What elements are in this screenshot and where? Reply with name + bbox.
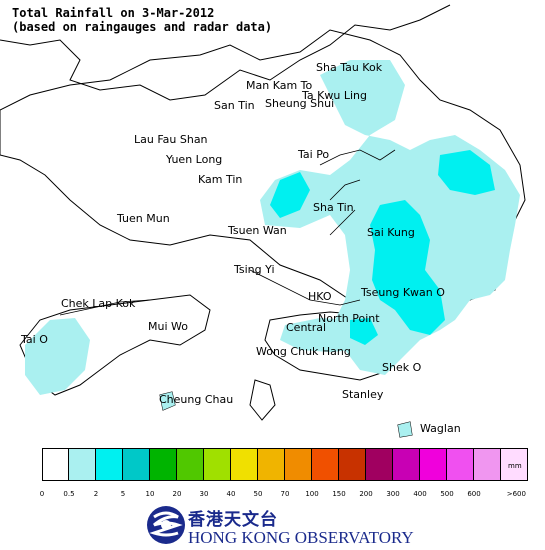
legend-swatch	[123, 448, 150, 481]
legend-tick-label: 5	[120, 490, 126, 498]
place-tsing-yi: Tsing Yi	[234, 263, 275, 276]
legend-tick-label: 100	[305, 490, 319, 498]
legend-tick-label: 2	[93, 490, 99, 498]
place-yuen-long: Yuen Long	[166, 153, 223, 166]
legend-tick-label: 40	[226, 490, 236, 498]
place-lau-fau-shan: Lau Fau Shan	[134, 133, 208, 146]
place-shek-o: Shek O	[382, 361, 422, 374]
legend-swatch	[420, 448, 447, 481]
mainland-coast	[0, 4, 451, 101]
place-stanley: Stanley	[342, 388, 384, 401]
lamma-island	[249, 379, 276, 421]
place-cheung-chau: Cheung Chau	[159, 393, 234, 406]
place-man-kam-to: Man Kam To	[246, 79, 313, 92]
legend-swatch	[339, 448, 366, 481]
legend-swatch	[447, 448, 474, 481]
legend-swatch	[231, 448, 258, 481]
place-kam-tin: Kam Tin	[198, 173, 243, 186]
chart-title-line1: Total Rainfall on 3-Mar-2012	[12, 6, 215, 20]
legend-swatch	[69, 448, 96, 481]
shatin-line	[329, 209, 356, 236]
rainfall-2-5mm	[270, 150, 495, 345]
place-tseung-kwan-o: Tseung Kwan O	[361, 286, 445, 299]
place-wong-chuk-hang: Wong Chuk Hang	[256, 345, 351, 358]
legend-tick-label: 600	[467, 490, 481, 498]
legend-swatch	[312, 448, 339, 481]
place-sha-tau-kok: Sha Tau Kok	[316, 61, 383, 74]
place-sha-tin: Sha Tin	[313, 201, 354, 214]
legend-swatch	[150, 448, 177, 481]
place-tsuen-wan: Tsuen Wan	[228, 224, 287, 237]
rainfall-map	[0, 4, 526, 438]
legend-tick-label: 10	[145, 490, 155, 498]
airport-runway	[59, 299, 151, 316]
place-ta-kwu-ling: Ta Kwu Ling	[302, 89, 367, 102]
tolo-harbour	[319, 149, 396, 201]
legend-swatch	[366, 448, 393, 481]
legend-swatch	[204, 448, 231, 481]
legend-swatch	[474, 448, 501, 481]
legend-tick-label: 0.5	[63, 490, 75, 498]
kowloon-coast	[249, 269, 361, 306]
legend-tick-label: 20	[172, 490, 182, 498]
place-chek-lap-kok: Chek Lap Kok	[61, 297, 136, 310]
legend-tick-label: 200	[359, 490, 373, 498]
place-tai-po: Tai Po	[298, 148, 330, 161]
legend-swatch	[96, 448, 123, 481]
place-tai-o: Tai O	[21, 333, 48, 346]
legend-tick-label: 300	[386, 490, 400, 498]
place-north-point: North Point	[318, 312, 380, 325]
legend-swatch	[258, 448, 285, 481]
legend-tick-label: 0	[39, 490, 45, 498]
legend-tick-label: 500	[440, 490, 454, 498]
legend-tick-label: 150	[332, 490, 346, 498]
place-mui-wo: Mui Wo	[148, 320, 188, 333]
legend-swatch	[42, 448, 69, 481]
logo-chinese-text: 香港天文台	[188, 510, 278, 530]
place-sheung-shui: Sheung Shui	[265, 97, 335, 110]
hko-emblem-icon	[147, 506, 185, 544]
legend-tick-label: 50	[253, 490, 263, 498]
place-hko: HKO	[308, 290, 332, 303]
legend-tick-label: 400	[413, 490, 427, 498]
legend-unit: mm	[508, 462, 522, 470]
legend-tick-label: 70	[280, 490, 290, 498]
legend-swatch	[393, 448, 420, 481]
logo-english-text: HONG KONG OBSERVATORY	[188, 528, 414, 547]
legend-tick-label: >600	[506, 490, 526, 498]
place-san-tin: San Tin	[214, 99, 255, 112]
place-sai-kung: Sai Kung	[367, 226, 415, 239]
legend-swatch	[501, 448, 528, 481]
place-tuen-mun: Tuen Mun	[117, 212, 170, 225]
legend-swatch	[177, 448, 204, 481]
rainfall-legend: 0 0.5 2 5 10 20 30 40 50 70 100 150 200 300 400 500 600 >…	[0, 448, 545, 500]
chart-title-line2: (based on raingauges and radar data)	[12, 20, 273, 34]
place-central: Central	[286, 321, 327, 334]
legend-tick-label: 30	[199, 490, 209, 498]
place-waglan: Waglan	[420, 422, 461, 435]
legend-swatch	[285, 448, 312, 481]
hko-logo: 香港天文台 HONG KONG OBSERVATORY	[146, 500, 414, 550]
